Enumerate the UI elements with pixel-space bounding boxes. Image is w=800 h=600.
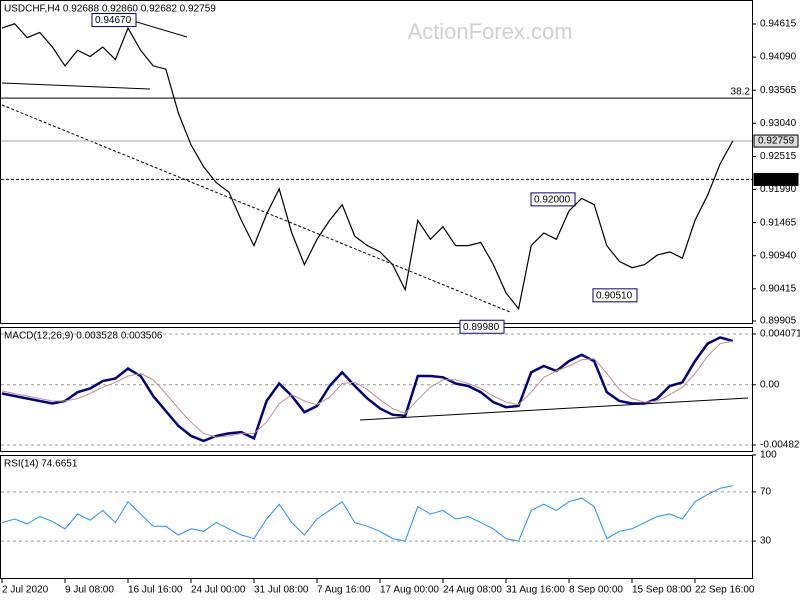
price-label: 0.89980 <box>463 322 500 333</box>
price-title: USDCHF,H4 0.92688 0.92860 0.92682 0.9275… <box>4 4 216 15</box>
y-tick-label: 0.91465 <box>760 217 797 228</box>
watermark: ActionForex.com <box>407 19 572 44</box>
macd-title: MACD(12,26,9) 0.003528 0.003506 <box>4 331 163 342</box>
macd-panel <box>0 327 753 452</box>
x-tick-label: 2 Jul 2020 <box>2 585 49 596</box>
price-label-box <box>592 288 638 303</box>
x-tick-label: 24 Aug 08:00 <box>443 585 502 596</box>
trendline <box>1 82 151 90</box>
y-tick-label: -0.004829 <box>760 440 800 451</box>
y-tick-label: 0.94615 <box>760 19 797 30</box>
x-tick-label: 9 Jul 08:00 <box>65 585 114 596</box>
data-line <box>1 23 734 311</box>
data-line <box>1 485 733 542</box>
price-label: 0.92000 <box>534 195 571 206</box>
y-tick-label: 0.93040 <box>760 118 797 129</box>
price-label-box <box>530 192 576 207</box>
x-tick-label: 15 Sep 08:00 <box>632 585 692 596</box>
y-tick-label: 70 <box>760 487 772 498</box>
series-line <box>1 336 734 443</box>
level-tag <box>753 134 799 148</box>
level-tag-label: 0.92150 <box>758 174 795 185</box>
y-tick-label: 0.90940 <box>760 250 797 261</box>
price-label-box <box>459 319 505 334</box>
y-tick-label: 30 <box>760 536 772 547</box>
x-tick-label: 16 Jul 16:00 <box>128 585 183 596</box>
y-tick-label: 0.90415 <box>760 283 797 294</box>
x-tick-label: 31 Jul 08:00 <box>254 585 309 596</box>
rsi-panel <box>0 455 753 579</box>
level-tag-label: 0.92759 <box>758 136 795 147</box>
price-panel <box>0 0 753 324</box>
trendline <box>359 397 749 421</box>
x-tick-label: 24 Jul 00:00 <box>191 585 246 596</box>
y-tick-label: 0.93565 <box>760 85 797 96</box>
level-label: 38.2 <box>731 87 751 98</box>
price-label: 0.94670 <box>95 15 132 26</box>
y-tick-label: 0.00 <box>760 379 780 390</box>
y-tick-label: 0.94090 <box>760 52 797 63</box>
x-tick-label: 8 Sep 00:00 <box>569 585 623 596</box>
x-tick-label: 7 Aug 16:00 <box>317 585 371 596</box>
y-tick-label: 100 <box>760 450 777 461</box>
level-tag <box>753 172 799 186</box>
x-tick-label: 22 Sep 16:00 <box>695 585 755 596</box>
y-tick-label: 0.89905 <box>760 316 797 327</box>
trendline <box>1 104 511 313</box>
y-tick-label: 0.91990 <box>760 184 797 195</box>
y-tick-label: 0.004071 <box>760 329 800 340</box>
x-tick-label: 31 Aug 16:00 <box>506 585 565 596</box>
rsi-title: RSI(14) 74.6651 <box>4 459 78 470</box>
price-label-box <box>91 13 137 28</box>
price-label: 0.90510 <box>596 290 633 301</box>
x-tick-label: 17 Aug 00:00 <box>380 585 439 596</box>
y-tick-label: 0.92515 <box>760 151 797 162</box>
series-line <box>1 340 733 438</box>
